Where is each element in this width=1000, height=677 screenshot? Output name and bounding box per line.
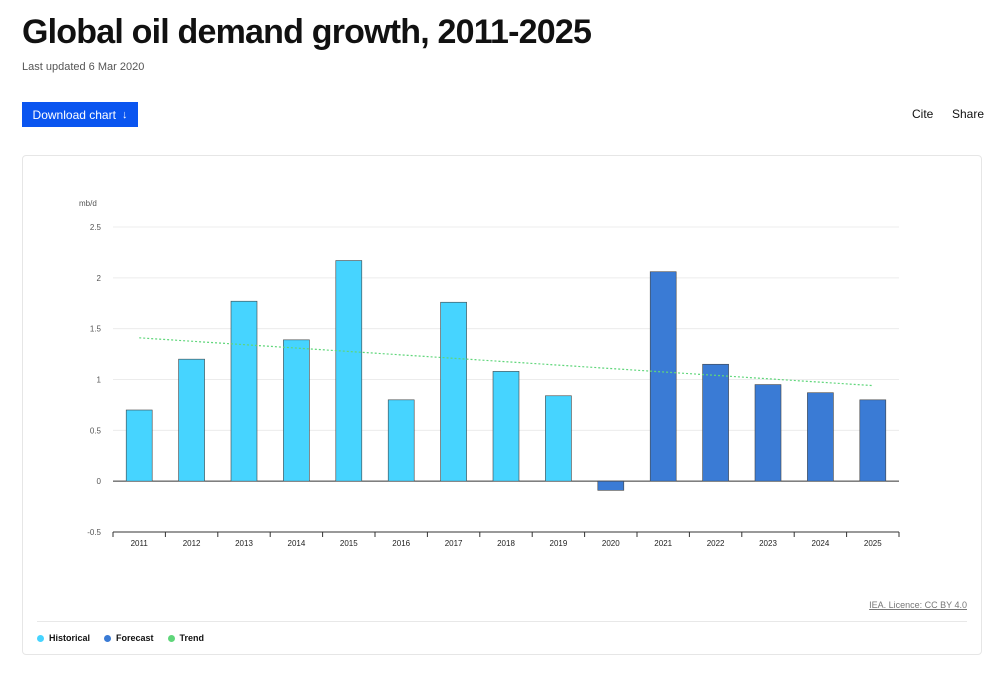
x-tick-label: 2017 bbox=[445, 539, 463, 548]
x-tick-label: 2013 bbox=[235, 539, 253, 548]
chart-card: mb/d 2.5 2 1.5 1 0.5 0 -0.5 2011 2012 2013 2014 2015… bbox=[22, 155, 982, 655]
y-tick-label: 0.5 bbox=[90, 426, 102, 435]
bar-forecast-2023 bbox=[754, 384, 782, 482]
x-tick-label: 2021 bbox=[654, 539, 672, 548]
download-chart-button[interactable]: Download chart ↓ bbox=[22, 102, 138, 127]
x-tick-label: 2011 bbox=[131, 539, 149, 548]
x-tick-label: 2020 bbox=[602, 539, 620, 548]
legend-divider bbox=[37, 621, 967, 622]
legend-dot-historical bbox=[37, 634, 44, 642]
x-tick-label: 2019 bbox=[550, 539, 568, 548]
legend-label-trend: Trend bbox=[179, 633, 205, 643]
y-tick-label: 1 bbox=[97, 376, 102, 385]
legend-dot-forecast bbox=[104, 634, 112, 642]
bar-historical-2013 bbox=[230, 300, 258, 482]
trend-line bbox=[139, 337, 873, 387]
download-arrow-icon: ↓ bbox=[121, 108, 128, 121]
y-tick-label: 1.5 bbox=[90, 325, 102, 334]
x-tick-label: 2012 bbox=[183, 539, 201, 548]
x-tick-label: 2015 bbox=[340, 539, 358, 548]
page-title: Global oil demand growth, 2011-2025 bbox=[22, 13, 592, 51]
bar-historical-2016 bbox=[387, 399, 415, 482]
legend-item-trend[interactable]: Trend bbox=[167, 633, 205, 643]
bar-historical-2018 bbox=[492, 371, 520, 482]
chart-svg: mb/d 2.5 2 1.5 1 0.5 0 -0.5 2011 2012 2013 2014 2015… bbox=[79, 199, 900, 548]
bar-historical-2011 bbox=[125, 409, 153, 482]
y-axis-unit-label: mb/d bbox=[79, 199, 97, 208]
y-tick-label: 2 bbox=[97, 274, 102, 283]
share-link[interactable]: Share bbox=[952, 107, 985, 121]
last-updated: Last updated 6 Mar 2020 bbox=[22, 61, 145, 73]
x-tick-label: 2025 bbox=[864, 539, 882, 548]
legend-dot-trend bbox=[167, 634, 175, 642]
cite-link[interactable]: Cite bbox=[912, 107, 934, 121]
bar-forecast-2020 bbox=[597, 480, 625, 491]
licence-link[interactable]: IEA. Licence: CC BY 4.0 bbox=[869, 600, 967, 610]
bar-historical-2017 bbox=[440, 301, 467, 482]
x-tick-label: 2022 bbox=[707, 539, 725, 548]
x-tick-label: 2018 bbox=[497, 539, 515, 548]
y-tick-label: 2.5 bbox=[90, 223, 102, 232]
bar-historical-2014 bbox=[283, 339, 310, 482]
bar-forecast-2024 bbox=[807, 392, 834, 482]
legend-item-historical[interactable]: Historical bbox=[37, 633, 90, 643]
bar-forecast-2025 bbox=[859, 399, 887, 482]
bar-historical-2012 bbox=[178, 358, 205, 482]
x-tick-label: 2016 bbox=[392, 539, 410, 548]
y-tick-label: 0 bbox=[97, 477, 102, 486]
y-tick-label: -0.5 bbox=[87, 528, 101, 537]
x-tick-label: 2014 bbox=[288, 539, 306, 548]
download-label: Download chart bbox=[32, 107, 116, 122]
legend-label-historical: Historical bbox=[49, 633, 91, 643]
bar-forecast-2022 bbox=[702, 363, 729, 482]
bar-forecast-2021 bbox=[649, 271, 677, 482]
chart-legend: Historical Forecast Trend bbox=[37, 633, 204, 643]
x-tick-label: 2024 bbox=[812, 539, 830, 548]
x-tick-label: 2023 bbox=[759, 539, 777, 548]
bar-historical-2015 bbox=[335, 260, 363, 482]
bar-historical-2019 bbox=[545, 395, 572, 482]
legend-item-forecast[interactable]: Forecast bbox=[104, 633, 154, 643]
legend-label-forecast: Forecast bbox=[116, 633, 154, 643]
